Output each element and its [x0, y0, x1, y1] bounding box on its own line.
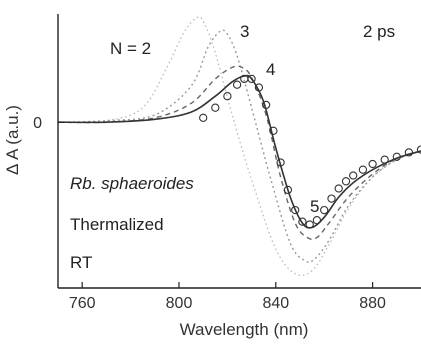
data-point-marker [334, 184, 343, 193]
data-point-marker [298, 217, 307, 226]
temperature-label: RT [70, 253, 92, 272]
x-tick-label: 760 [69, 295, 96, 312]
x-tick-label: 800 [166, 295, 193, 312]
data-point-marker [291, 205, 300, 215]
data-point-marker [283, 185, 293, 195]
data-point-marker [368, 159, 377, 169]
data-point-marker [416, 145, 421, 154]
series-line-dashed [57, 65, 421, 240]
n5-label: 5 [310, 197, 319, 216]
data-point-marker [358, 165, 368, 174]
data-point-marker [261, 100, 271, 110]
x-axis-title: Wavelength (nm) [180, 320, 309, 339]
data-point-marker [254, 83, 264, 92]
data-point-marker [392, 152, 401, 161]
series-line-solid [57, 74, 421, 229]
x-tick-label: 840 [262, 295, 289, 312]
y-tick-label: 0 [33, 115, 42, 132]
data-point-marker [380, 155, 389, 164]
data-point-marker [223, 92, 232, 101]
species-label: Rb. sphaeroides [70, 174, 194, 193]
data-point-marker [276, 158, 285, 167]
n-label: N = 2 [110, 39, 151, 58]
data-point-marker [211, 103, 220, 112]
y-axis-title: Δ A (a.u.) [3, 105, 22, 175]
condition-label: Thermalized [70, 215, 164, 234]
data-point-marker [320, 205, 329, 215]
data-point-marker [404, 148, 414, 157]
data-point-marker [305, 220, 314, 229]
time-label: 2 ps [363, 22, 395, 41]
data-point-marker [199, 113, 208, 122]
data-point-marker [247, 74, 256, 84]
data-point-marker [312, 216, 322, 225]
series-layer [57, 16, 421, 277]
tick-layer: 760 800 840 880 0 [33, 115, 386, 312]
data-point-marker [269, 126, 278, 135]
n4-label: 4 [266, 60, 275, 79]
data-point-marker [341, 177, 351, 186]
data-point-marker [327, 194, 336, 203]
series-line-dotted-light [57, 16, 421, 277]
x-tick-label: 880 [359, 295, 386, 312]
data-point-marker [349, 171, 358, 180]
data-point-marker [232, 80, 242, 89]
n3-label: 3 [240, 22, 249, 41]
